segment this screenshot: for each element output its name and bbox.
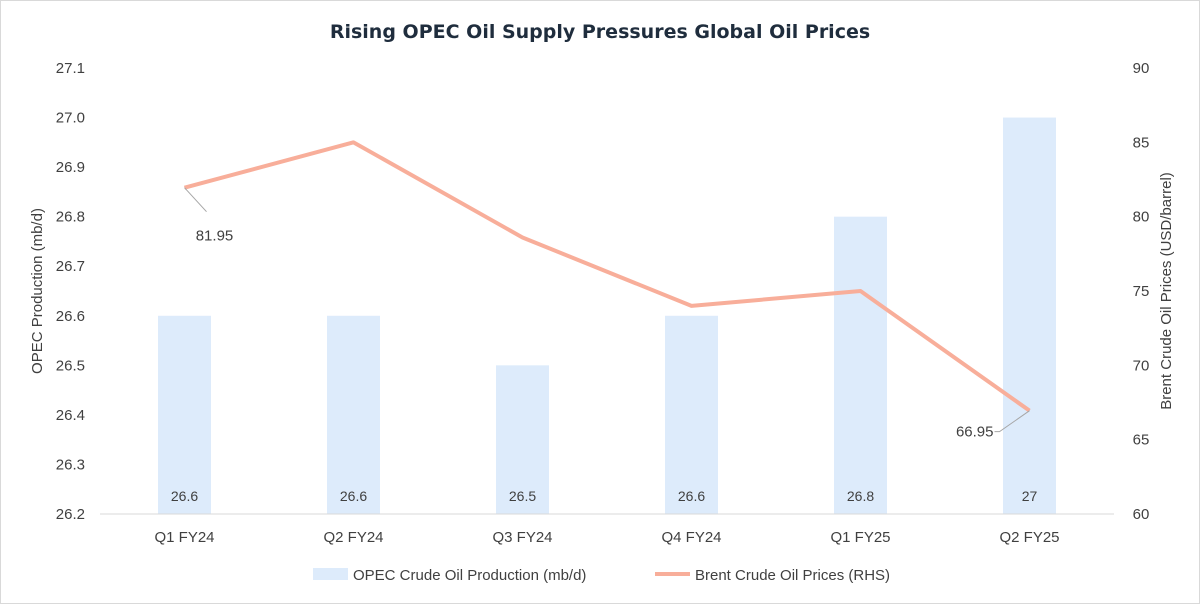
x-tick-1: Q2 FY24 [323,529,383,546]
left-axis-label: OPEC Production (mb/d) [29,208,46,374]
brent-price-line [183,140,1031,413]
legend: OPEC Crude Oil Production (mb/d) Brent C… [313,567,890,584]
bar-label-0: 26.6 [171,488,198,504]
left-tick-8: 27.0 [56,110,85,127]
leader-line-0 [184,187,207,213]
legend-swatch-bar [313,568,348,580]
right-tick-0: 60 [1133,506,1150,523]
right-tick-6: 90 [1133,60,1150,77]
right-axis-label: Brent Crude Oil Prices (USD/barrel) [1158,172,1175,410]
bar-label-2: 26.5 [509,488,536,504]
x-tick-0: Q1 FY24 [154,529,214,546]
left-tick-3: 26.5 [56,357,85,374]
right-tick-1: 65 [1133,432,1150,449]
left-tick-1: 26.3 [56,456,85,473]
line-series [183,140,1031,413]
left-tick-7: 26.9 [56,159,85,176]
x-axis-ticks: Q1 FY24 Q2 FY24 Q3 FY24 Q4 FY24 Q1 FY25 Q2 FY… [154,529,1059,546]
x-tick-2: Q3 FY24 [492,529,552,546]
bar-3 [665,315,718,514]
bar-2 [496,365,549,514]
right-tick-5: 85 [1133,134,1150,151]
bar-label-5: 27 [1022,488,1038,504]
x-tick-4: Q1 FY25 [830,529,890,546]
right-tick-4: 80 [1133,209,1150,226]
left-tick-6: 26.8 [56,209,85,226]
line-data-labels: 81.95 66.95 [184,187,1030,441]
leader-line-5 [994,410,1030,433]
bar-label-3: 26.6 [678,488,705,504]
bar-label-4: 26.8 [847,488,874,504]
right-tick-3: 75 [1133,283,1150,300]
line-label-5: 66.95 [956,424,994,441]
legend-label-line: Brent Crude Oil Prices (RHS) [695,567,890,584]
left-tick-5: 26.7 [56,258,85,275]
x-tick-5: Q2 FY25 [999,529,1059,546]
left-tick-4: 26.6 [56,308,85,325]
right-axis-ticks: 60 65 70 75 80 85 90 [1133,60,1150,523]
bar-4 [834,216,887,514]
left-tick-2: 26.4 [56,407,85,424]
left-axis-ticks: 26.2 26.3 26.4 26.5 26.6 26.7 26.8 26.9 27.0 27.1 [56,60,85,523]
bar-series [158,117,1056,515]
left-tick-0: 26.2 [56,506,85,523]
x-tick-3: Q4 FY24 [661,529,721,546]
chart-title: Rising OPEC Oil Supply Pressures Global … [330,21,870,43]
left-tick-9: 27.1 [56,60,85,77]
legend-label-bar: OPEC Crude Oil Production (mb/d) [353,567,586,584]
bar-0 [158,315,211,514]
bar-5 [1003,117,1056,515]
bar-1 [327,315,380,514]
line-label-0: 81.95 [196,228,234,245]
bar-data-labels: 26.6 26.6 26.5 26.6 26.8 27 [171,488,1038,504]
right-tick-2: 70 [1133,357,1150,374]
bar-label-1: 26.6 [340,488,367,504]
